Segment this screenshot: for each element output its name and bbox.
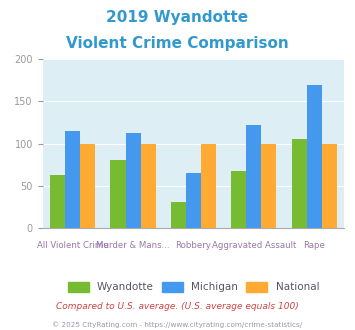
Bar — [291, 139, 307, 228]
Bar — [231, 171, 246, 228]
Bar — [261, 144, 277, 228]
Text: Violent Crime Comparison: Violent Crime Comparison — [66, 36, 289, 51]
Text: Compared to U.S. average. (U.S. average equals 100): Compared to U.S. average. (U.S. average … — [56, 302, 299, 311]
Bar — [141, 144, 156, 228]
Bar — [126, 133, 141, 228]
Text: Aggravated Assault: Aggravated Assault — [212, 241, 296, 250]
Bar — [201, 144, 216, 228]
Bar — [322, 144, 337, 228]
Text: All Violent Crime: All Violent Crime — [37, 241, 109, 250]
Bar — [50, 175, 65, 228]
Bar — [246, 125, 261, 228]
Bar — [65, 131, 80, 228]
Bar — [80, 144, 95, 228]
Bar — [110, 160, 126, 228]
Text: Murder & Mans...: Murder & Mans... — [96, 241, 170, 250]
Bar — [171, 203, 186, 228]
Legend: Wyandotte, Michigan, National: Wyandotte, Michigan, National — [64, 277, 323, 297]
Text: © 2025 CityRating.com - https://www.cityrating.com/crime-statistics/: © 2025 CityRating.com - https://www.city… — [53, 322, 302, 328]
Bar — [186, 173, 201, 228]
Text: Rape: Rape — [303, 241, 325, 250]
Text: Robbery: Robbery — [175, 241, 212, 250]
Text: 2019 Wyandotte: 2019 Wyandotte — [106, 10, 248, 25]
Bar — [307, 85, 322, 228]
